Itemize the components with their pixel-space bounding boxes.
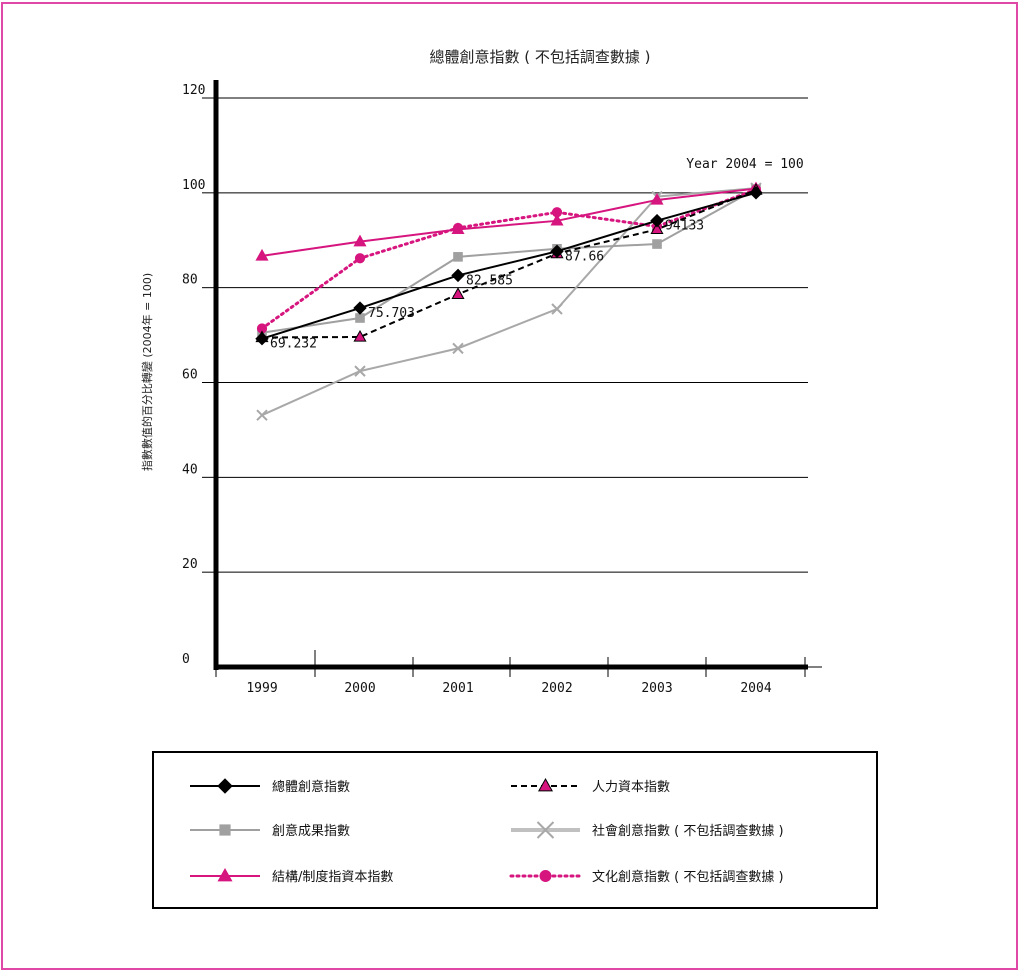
data-labels: 69.232 75.703 82.585 87.66 94133 [270, 219, 704, 352]
base-year-annotation: Year 2004 = 100 [686, 157, 803, 172]
data-point [353, 329, 367, 342]
legend-marker [217, 778, 233, 794]
legend-item: 結構/制度指資本指數 [190, 867, 393, 885]
chart-title: 總體創意指數 ( 不包括調查數據 ) [429, 48, 650, 66]
legend-label: 文化創意指數 ( 不包括調查數據 ) [592, 869, 784, 885]
x-tick-label: 2002 [541, 681, 572, 696]
legend-marker [539, 870, 552, 882]
data-point [550, 213, 564, 226]
legend-label: 社會創意指數 ( 不包括調查數據 ) [592, 823, 784, 839]
series-line [260, 188, 758, 330]
series-line [261, 191, 757, 340]
data-label: 75.703 [368, 306, 415, 321]
legend-marker [536, 821, 555, 839]
data-point [256, 323, 268, 334]
y-axis-label: 指數數值的百分比轉變 (2004年 = 100) [140, 273, 154, 471]
legend-label: 創意成果指數 [272, 823, 350, 839]
series-layer [255, 181, 763, 421]
series-6 [256, 184, 762, 334]
data-label: 94133 [665, 219, 704, 234]
series-line [261, 189, 757, 339]
legend-item: 總體創意指數 [190, 778, 350, 795]
data-point [355, 313, 365, 323]
data-point [452, 222, 464, 234]
data-point [353, 301, 367, 315]
data-point [353, 234, 367, 247]
data-label: 87.66 [565, 249, 604, 264]
legend-item: 人力資本指數 [511, 777, 670, 795]
data-point [551, 207, 563, 218]
data-point [749, 186, 763, 200]
series-line [261, 188, 757, 334]
data-label: 69.232 [270, 337, 317, 352]
series-1 [255, 186, 763, 346]
data-point [650, 222, 664, 235]
data-point [550, 244, 564, 259]
series-3 [257, 184, 761, 338]
legend-label: 人力資本指數 [592, 780, 670, 795]
data-point [255, 248, 269, 261]
y-tick-label: 0 [182, 652, 190, 667]
x-tick-label: 2001 [442, 681, 473, 696]
y-tick-label: 40 [182, 462, 198, 477]
data-point [451, 287, 465, 300]
series-line [261, 187, 757, 417]
data-point [453, 252, 463, 262]
legend-label: 總體創意指數 [272, 779, 350, 795]
data-label: 82.585 [466, 273, 513, 288]
legend-marker [537, 777, 554, 792]
axes [213, 80, 822, 677]
data-point [650, 213, 664, 228]
y-tick-label: 60 [182, 368, 198, 383]
x-tick-label: 2000 [344, 681, 375, 696]
legend-item: 創意成果指數 [190, 823, 350, 839]
data-point [650, 192, 664, 205]
data-point [551, 303, 563, 315]
y-tick-label: 100 [182, 178, 205, 193]
data-point [255, 332, 269, 346]
x-tick-label: 1999 [246, 681, 277, 696]
legend-marker [217, 867, 233, 882]
x-tick-labels: 1999 2000 2001 2002 2003 2004 [246, 681, 771, 696]
y-tick-label: 120 [182, 83, 205, 98]
data-point [452, 342, 464, 355]
y-tick-label: 20 [182, 557, 198, 572]
x-tick-label: 2004 [740, 681, 771, 696]
data-point [256, 409, 268, 421]
y-tick-labels: 120 100 80 60 40 20 0 [182, 83, 205, 667]
x-tick-label: 2003 [641, 681, 672, 696]
legend-label: 結構/制度指資本指數 [272, 869, 393, 885]
data-point [354, 253, 366, 264]
data-point [354, 365, 366, 377]
legend-item: 文化創意指數 ( 不包括調查數據 ) [509, 869, 784, 885]
legend-item: 社會創意指數 ( 不包括調查數據 ) [511, 821, 784, 839]
y-tick-label: 80 [182, 273, 198, 288]
series-line [261, 187, 757, 257]
data-point [652, 239, 662, 249]
legend-marker [219, 824, 231, 836]
data-point [451, 268, 465, 283]
